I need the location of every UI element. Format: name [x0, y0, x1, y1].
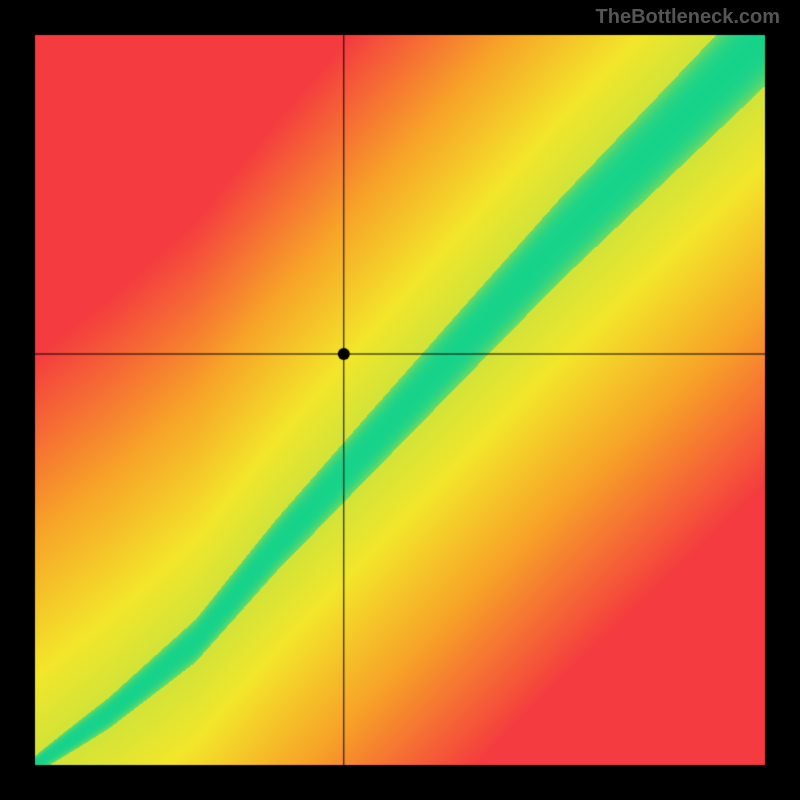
heatmap-canvas — [0, 0, 800, 800]
chart-container: TheBottleneck.com — [0, 0, 800, 800]
watermark-text: TheBottleneck.com — [596, 6, 780, 29]
